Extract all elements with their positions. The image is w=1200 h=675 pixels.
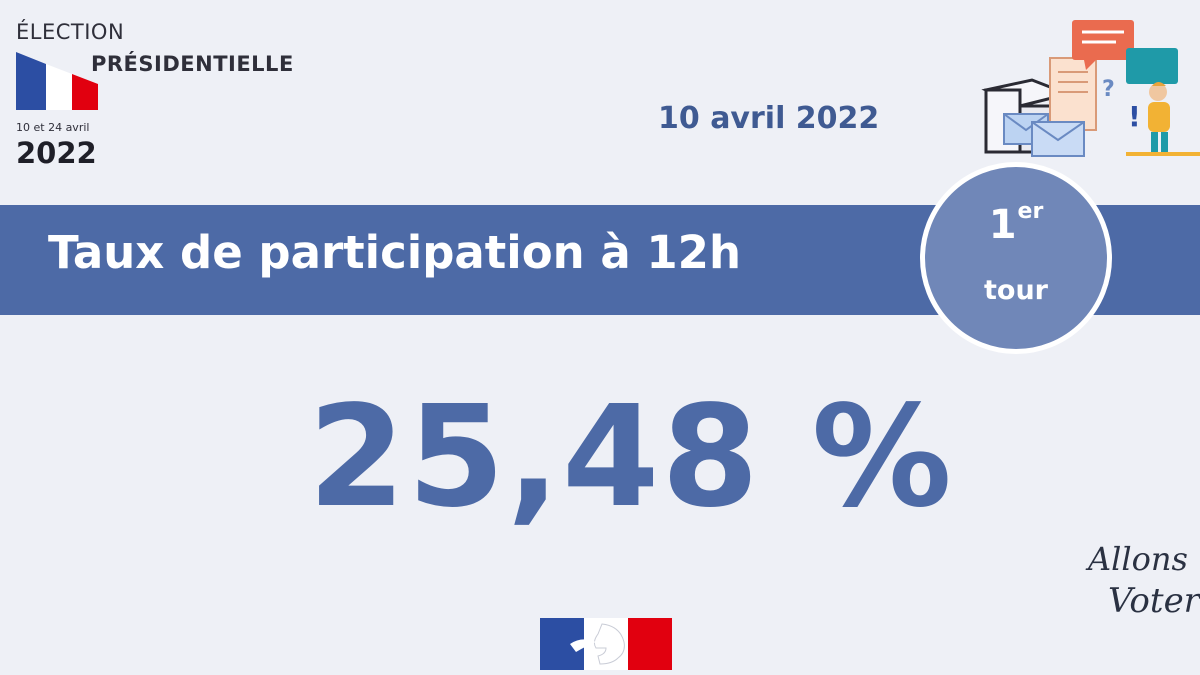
allons-voter-text-line1: Allons [1085,540,1188,578]
tour-number-suffix: er [1017,199,1044,224]
participation-value: 25,48 % [308,376,954,539]
allons-voter-text-line2: Voter [1108,581,1200,621]
election-dates: 10 et 24 avril [16,121,90,134]
election-year: 2022 [16,136,97,170]
election-title-line1: ÉLECTION [16,20,125,44]
banner-title: Taux de participation à 12h [48,226,742,279]
election-logo: ÉLECTION PRÉSIDENTIELLE 10 et 24 avril 2… [14,20,314,180]
tour-number: 1er [925,199,1107,248]
svg-text:!: ! [1128,100,1141,133]
election-title-line2: PRÉSIDENTIELLE [91,52,294,76]
svg-text:?: ? [1102,77,1115,102]
french-flag-icon [16,52,98,110]
tour-word: tour [984,275,1048,306]
vote-date: 10 avril 2022 [658,101,880,136]
allons-voter-logo: Allons Voter [1085,540,1200,621]
ballot-box-illustration: ? ! [981,20,1200,157]
marianne-logo [540,618,672,670]
tour-number-value: 1 [988,202,1017,248]
tour-badge: 1er tour [920,162,1112,354]
